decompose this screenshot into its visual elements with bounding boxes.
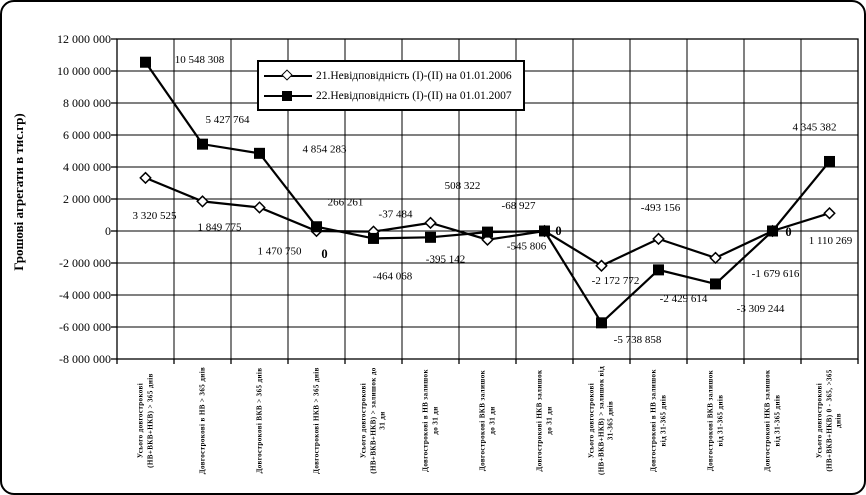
y-axis-title: Грошові агрегати в тис.гр) bbox=[11, 113, 26, 271]
data-label: 1 110 269 bbox=[809, 235, 853, 247]
y-tick-label: -4 000 000 bbox=[59, 288, 111, 302]
data-label: -37 484 bbox=[379, 209, 413, 221]
legend-item-series-21: 21.Невідповідність (I)-(II) на 01.01.200… bbox=[264, 69, 523, 82]
data-label: -545 806 bbox=[507, 241, 547, 253]
filled-square-marker bbox=[653, 264, 664, 276]
data-label: 0 bbox=[785, 225, 791, 239]
x-axis-label: Довгострокові НКВ залишок до 31 дн bbox=[535, 369, 553, 472]
data-label: 1 470 750 bbox=[258, 245, 303, 257]
filled-square-marker bbox=[482, 226, 493, 238]
data-label: 5 427 764 bbox=[206, 114, 251, 126]
filled-square-marker bbox=[824, 155, 835, 167]
open-diamond-marker bbox=[652, 232, 665, 246]
filled-square-marker bbox=[197, 138, 208, 150]
y-tick-label: 8 000 000 bbox=[63, 96, 111, 110]
open-diamond-marker bbox=[139, 171, 152, 185]
y-tick-label: 4 000 000 bbox=[63, 160, 111, 174]
y-tick-label: 10 000 000 bbox=[57, 64, 111, 78]
y-tick-label: -8 000 000 bbox=[59, 352, 111, 366]
y-tick-label: -2 000 000 bbox=[59, 256, 111, 270]
x-axis-label: Довгострокові ВКВ залишок до 31 дн bbox=[478, 369, 496, 472]
legend-item-series-22: 22.Невідповідність (I)-(II) на 01.01.200… bbox=[264, 89, 523, 102]
data-label: -464 068 bbox=[373, 270, 413, 282]
plot-border bbox=[116, 38, 859, 360]
legend: 21.Невідповідність (I)-(II) на 01.01.200… bbox=[257, 60, 525, 111]
data-label: 3 320 525 bbox=[133, 210, 178, 222]
data-label: 508 322 bbox=[445, 180, 481, 192]
x-axis-label: Довгострокові в НВ > 365 днів bbox=[197, 366, 206, 475]
filled-square-marker bbox=[368, 232, 379, 244]
x-axis-label: Довгострокові ВКВ залишок від 31-365 дні… bbox=[706, 369, 724, 472]
data-label: -395 142 bbox=[426, 253, 465, 265]
filled-square-marker bbox=[425, 231, 436, 243]
data-label: 0 bbox=[321, 247, 327, 261]
data-label: 10 548 308 bbox=[175, 54, 225, 66]
open-diamond-marker bbox=[823, 206, 836, 220]
filled-square-marker bbox=[254, 147, 265, 159]
x-axis-label: Усього довгострокові (НВ+ВКВ+НКВ) > зали… bbox=[587, 365, 615, 476]
open-diamond-marker bbox=[424, 216, 437, 230]
x-axis-label: Усього довгострокові (НВ+ВКВ+НКВ) 0 - 36… bbox=[815, 369, 843, 472]
x-axis-label: Довгострокові НКВ > 365 днів bbox=[311, 367, 320, 474]
open-diamond-marker bbox=[709, 251, 722, 265]
x-axis-label: Усього довгострокові (НВ+ВКВ+НКВ) > зали… bbox=[359, 367, 387, 474]
series-line-21 bbox=[145, 176, 830, 268]
data-label: -2 429 614 bbox=[660, 293, 708, 305]
open-diamond-marker bbox=[253, 201, 266, 214]
filled-square-marker bbox=[539, 225, 550, 237]
data-label: 1 849 775 bbox=[198, 221, 243, 233]
legend-label-series-22: 22.Невідповідність (I)-(II) на 01.01.200… bbox=[316, 89, 512, 102]
y-tick-label: 6 000 000 bbox=[63, 128, 111, 142]
y-tick-label: 2 000 000 bbox=[63, 192, 111, 206]
filled-square-marker bbox=[767, 225, 778, 237]
data-label: 0 bbox=[555, 224, 561, 238]
x-axis-label: Довгострокові в НВ залишок до 31 дн bbox=[421, 369, 439, 472]
filled-square-marker bbox=[710, 278, 721, 290]
x-axis-label: Довгострокові ВКВ > 365 днів bbox=[254, 367, 263, 474]
data-label: -5 738 858 bbox=[614, 334, 662, 346]
filled-square-marker-icon bbox=[264, 89, 312, 102]
legend-label-series-21: 21.Невідповідність (I)-(II) на 01.01.200… bbox=[316, 69, 512, 82]
open-diamond-marker bbox=[196, 195, 209, 208]
x-axis-label: Довгострокові НКВ залишок від 31-365 дні… bbox=[763, 369, 781, 472]
data-label: -3 309 244 bbox=[737, 303, 785, 315]
y-tick-label: -6 000 000 bbox=[59, 320, 111, 334]
data-label: -493 156 bbox=[641, 202, 681, 214]
data-label: -2 172 772 bbox=[592, 275, 640, 287]
x-axis-label: Усього довгострокові (НВ+ВКВ+НКВ) > 365 … bbox=[136, 373, 154, 468]
y-tick-label: 12 000 000 bbox=[57, 32, 111, 46]
data-label: -68 927 bbox=[502, 200, 536, 212]
y-tick-label: 0 bbox=[105, 224, 111, 238]
data-label: 4 345 382 bbox=[793, 121, 837, 133]
filled-square-marker bbox=[311, 221, 322, 233]
open-diamond-marker-icon bbox=[264, 69, 312, 82]
filled-square-marker bbox=[140, 56, 151, 68]
x-axis-label: Довгострокові в НВ залишок від 31-365 дн… bbox=[649, 369, 667, 472]
data-label: 266 261 bbox=[328, 197, 364, 209]
data-label: 4 854 283 bbox=[303, 143, 348, 155]
open-diamond-marker bbox=[595, 259, 608, 273]
data-label: -1 679 616 bbox=[752, 268, 800, 280]
filled-square-marker bbox=[596, 317, 607, 329]
